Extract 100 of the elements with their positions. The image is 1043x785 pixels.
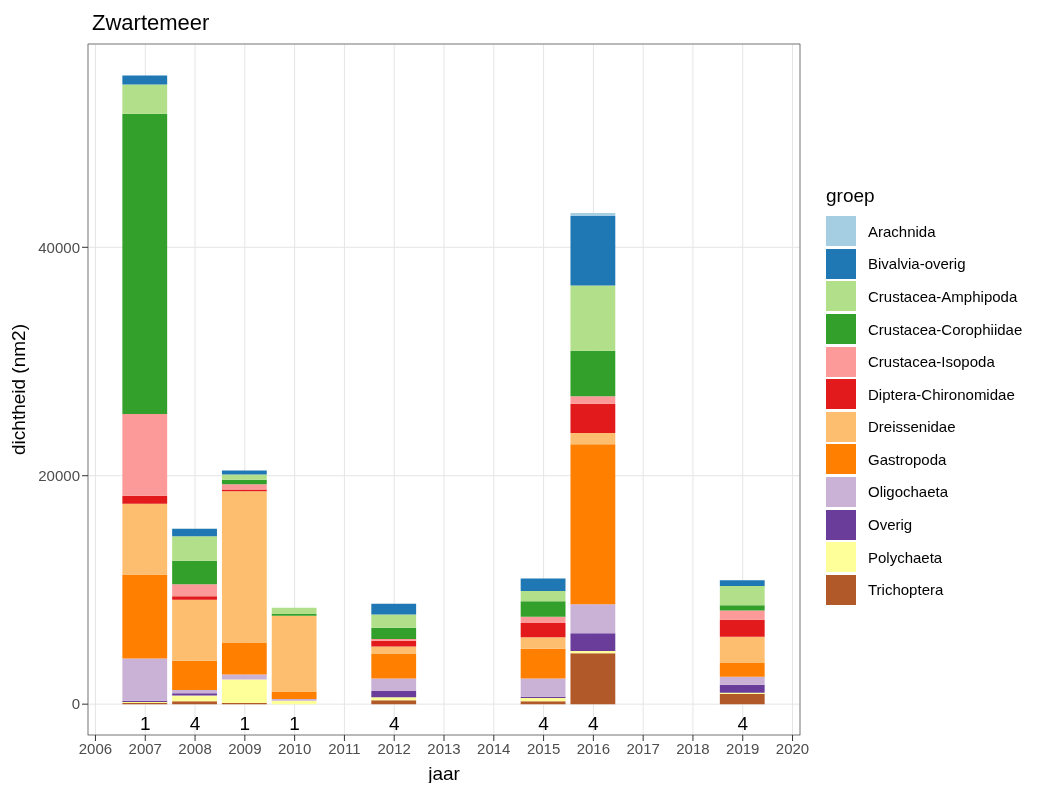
legend-label: Dreissenidae bbox=[868, 418, 956, 436]
annotation: 4 bbox=[588, 713, 600, 734]
x-tick-label: 2006 bbox=[78, 739, 113, 757]
bar bbox=[520, 591, 566, 602]
bar bbox=[371, 627, 417, 640]
bar bbox=[719, 619, 765, 637]
bar bbox=[570, 396, 616, 404]
x-tick-label: 2017 bbox=[626, 739, 660, 757]
annotation: 1 bbox=[139, 713, 151, 734]
annotation: 1 bbox=[239, 713, 251, 734]
bar bbox=[719, 585, 765, 606]
bar bbox=[221, 674, 267, 680]
x-tick-label: 2018 bbox=[676, 739, 710, 757]
bar bbox=[172, 560, 217, 585]
bar bbox=[122, 414, 168, 496]
bar bbox=[221, 484, 267, 490]
bar bbox=[570, 215, 616, 286]
bar bbox=[371, 678, 417, 692]
bar bbox=[122, 574, 168, 659]
bar bbox=[570, 403, 616, 433]
bar bbox=[570, 604, 616, 634]
x-tick-label: 2014 bbox=[477, 739, 511, 757]
legend-label: Trichoptera bbox=[868, 581, 944, 599]
bar bbox=[122, 495, 168, 504]
bar bbox=[520, 637, 566, 649]
bar bbox=[570, 653, 616, 705]
bar bbox=[570, 432, 616, 445]
x-tick-label: 2016 bbox=[576, 739, 611, 757]
annotation: 4 bbox=[737, 713, 749, 734]
legend-label: Crustacea-Amphipoda bbox=[868, 287, 1018, 305]
bar bbox=[371, 700, 417, 705]
y-tick-label: 0 bbox=[71, 695, 80, 713]
x-tick-label: 2008 bbox=[178, 739, 212, 757]
y-tick-label: 20000 bbox=[38, 467, 80, 485]
bar bbox=[221, 491, 267, 643]
bar bbox=[719, 676, 765, 685]
bar bbox=[371, 653, 417, 679]
chart-title: Zwartemeer bbox=[92, 10, 210, 36]
bar bbox=[172, 536, 217, 561]
x-tick-label: 2019 bbox=[726, 739, 760, 757]
bar bbox=[570, 444, 616, 605]
bar bbox=[371, 691, 417, 698]
bar bbox=[271, 615, 317, 692]
bar bbox=[719, 636, 765, 664]
bar bbox=[520, 616, 566, 624]
bar bbox=[371, 697, 417, 701]
legend-label: Crustacea-Isopoda bbox=[868, 353, 995, 371]
legend-title: groep bbox=[826, 184, 876, 207]
x-tick-label: 2009 bbox=[228, 739, 262, 757]
bar bbox=[172, 693, 217, 696]
bar bbox=[520, 678, 566, 697]
annotation: 4 bbox=[388, 713, 400, 734]
y-axis-title: dichtheid (nm2) bbox=[7, 324, 29, 455]
bar bbox=[570, 213, 616, 216]
bar bbox=[122, 503, 168, 575]
bar bbox=[122, 658, 168, 701]
bar bbox=[122, 75, 168, 85]
bar bbox=[570, 633, 616, 652]
annotation: 4 bbox=[189, 713, 201, 734]
bar bbox=[172, 701, 217, 705]
legend-label: Overig bbox=[868, 516, 913, 534]
bar bbox=[172, 584, 217, 597]
bar bbox=[371, 603, 417, 615]
bar bbox=[719, 610, 765, 620]
legend-label: Arachnida bbox=[868, 222, 936, 240]
bar bbox=[271, 691, 317, 700]
legend-label: Bivalvia-overig bbox=[868, 255, 966, 273]
bar bbox=[719, 605, 765, 611]
bar bbox=[172, 599, 217, 661]
bar bbox=[371, 646, 417, 654]
bar bbox=[371, 614, 417, 628]
bar bbox=[520, 623, 566, 638]
legend-label: Diptera-Chironomidae bbox=[868, 385, 1015, 403]
bar bbox=[221, 679, 267, 704]
bar bbox=[570, 285, 616, 351]
bar bbox=[221, 642, 267, 675]
bar bbox=[122, 113, 168, 415]
x-tick-label: 2010 bbox=[277, 739, 312, 757]
x-tick-label: 2015 bbox=[526, 739, 561, 757]
bar bbox=[520, 578, 566, 592]
bar bbox=[122, 84, 168, 114]
bar bbox=[719, 693, 765, 705]
bar bbox=[172, 660, 217, 690]
bar bbox=[520, 601, 566, 617]
bar bbox=[172, 528, 217, 537]
x-tick-label: 2020 bbox=[775, 739, 810, 757]
bar bbox=[271, 607, 317, 614]
bar bbox=[719, 684, 765, 693]
legend-label: Crustacea-Corophiidae bbox=[868, 320, 1023, 338]
x-tick-label: 2013 bbox=[427, 739, 461, 757]
annotation: 4 bbox=[538, 713, 550, 734]
x-tick-label: 2012 bbox=[377, 739, 411, 757]
bar bbox=[221, 470, 267, 475]
bar bbox=[520, 701, 566, 705]
legend-label: Polychaeta bbox=[868, 548, 943, 566]
bar bbox=[520, 648, 566, 679]
x-tick-label: 2007 bbox=[128, 739, 162, 757]
bar bbox=[719, 663, 765, 677]
legend-label: Oligochaeta bbox=[868, 483, 949, 501]
bar bbox=[221, 474, 267, 480]
